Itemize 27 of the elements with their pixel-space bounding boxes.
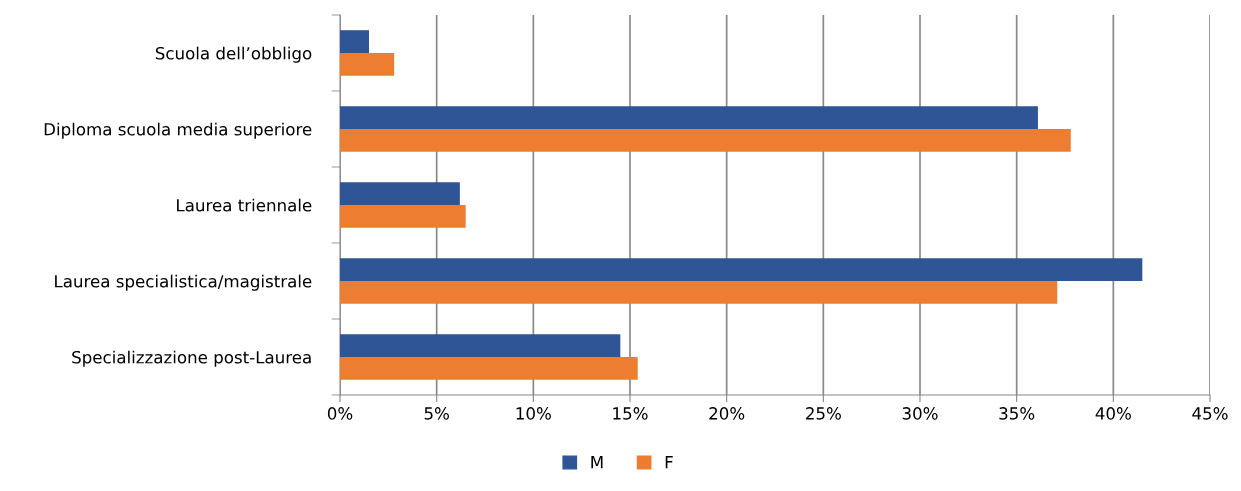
bar <box>340 334 621 357</box>
bar <box>340 106 1038 129</box>
legend-label: F <box>665 456 673 469</box>
bar <box>340 357 638 380</box>
x-tick-label: 15% <box>613 407 648 420</box>
bar <box>340 182 460 205</box>
bar <box>340 258 1143 281</box>
bar <box>340 205 466 228</box>
x-tick-label: 20% <box>709 407 745 420</box>
x-tick-label: 45% <box>1192 407 1228 420</box>
y-tick-label: Laurea specialistica/magistrale <box>55 274 312 291</box>
x-tick-label: 0% <box>327 407 353 420</box>
bar <box>340 281 1058 304</box>
bar <box>340 30 369 53</box>
y-tick-label: Diploma scuola media superiore <box>44 122 312 139</box>
x-tick-label: 40% <box>1095 407 1131 420</box>
x-tick-label: 10% <box>516 407 551 420</box>
bar <box>340 53 395 76</box>
x-tick-label: 5% <box>424 407 449 420</box>
x-tick-label: 30% <box>902 407 938 420</box>
x-tick-label: 35% <box>999 407 1035 420</box>
x-tick-label: 25% <box>806 407 841 420</box>
y-tick-label: Laurea triennale <box>177 198 312 212</box>
bar <box>340 129 1071 152</box>
y-tick-label: Scuola dell’obbligo <box>155 46 312 63</box>
y-tick-label: Specializzazione post-Laurea <box>72 350 311 367</box>
legend-label: M <box>591 456 603 469</box>
